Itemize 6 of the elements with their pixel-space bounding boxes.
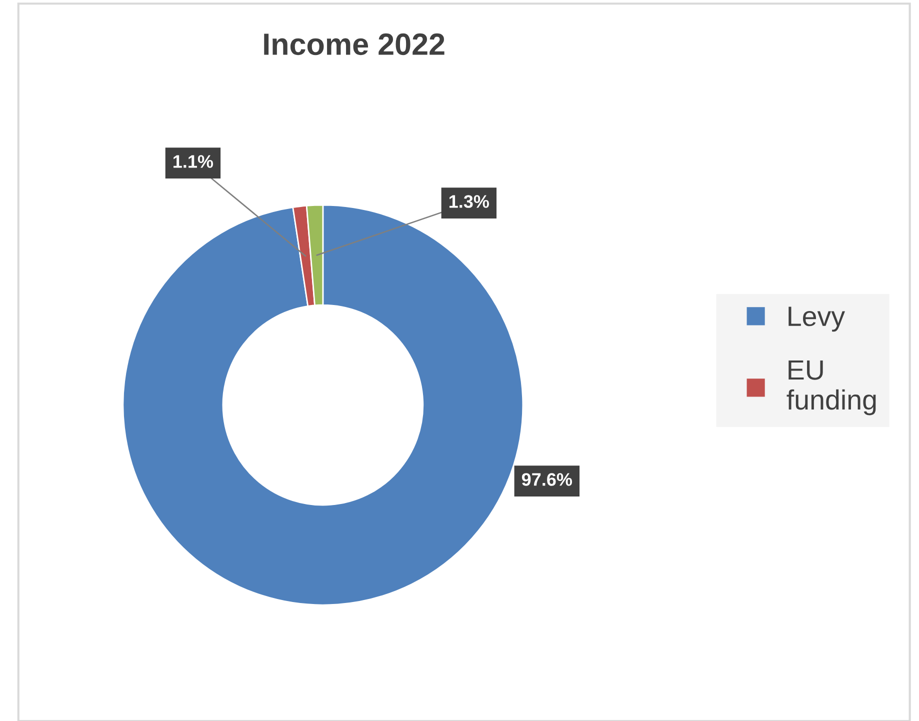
legend-label: EU funding <box>786 360 876 416</box>
legend-label: Levy <box>788 306 845 332</box>
data-label: 97.6% <box>522 473 572 486</box>
chart-title: Income 2022 <box>264 33 444 56</box>
data-label: 1.3% <box>449 195 490 208</box>
data-label: 1.1% <box>174 155 214 168</box>
